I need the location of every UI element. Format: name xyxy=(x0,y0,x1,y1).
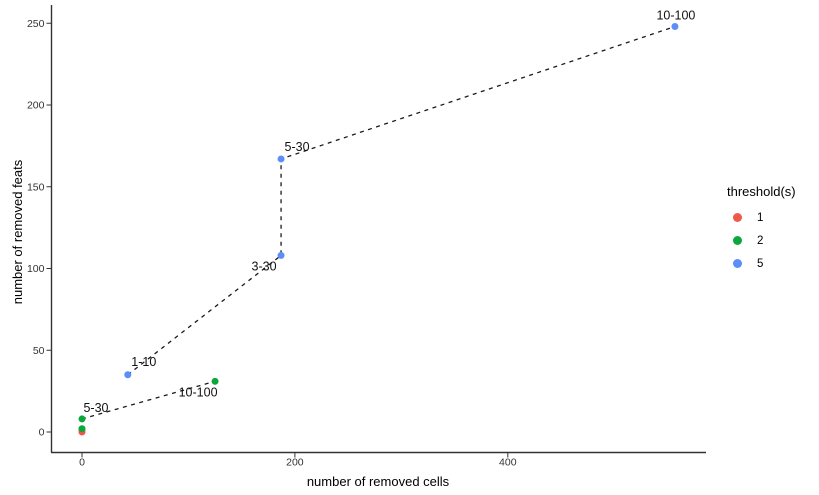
legend-title: threshold(s) xyxy=(727,184,796,199)
series-line-threshold-2 xyxy=(81,380,216,420)
x-tick-label: 200 xyxy=(286,457,304,469)
data-point-threshold-2 xyxy=(78,425,86,433)
y-axis-title: number of removed feats xyxy=(10,159,25,304)
point-label: 5-30 xyxy=(83,401,108,415)
legend: threshold(s) 1 2 5 xyxy=(720,184,796,275)
legend-item-threshold-1: 1 xyxy=(720,206,796,229)
y-tick-label: 50 xyxy=(33,345,45,357)
legend-item-threshold-5: 5 xyxy=(720,252,796,275)
legend-item-threshold-2: 2 xyxy=(720,229,796,252)
legend-swatch-icon xyxy=(733,236,742,245)
x-tick-label: 400 xyxy=(499,457,517,469)
legend-swatch-icon xyxy=(733,259,742,268)
data-point-threshold-5 xyxy=(124,371,132,379)
legend-label: 1 xyxy=(757,211,764,224)
series-line-threshold-5 xyxy=(127,25,676,376)
y-tick-label: 150 xyxy=(27,181,45,193)
legend-label: 2 xyxy=(757,234,764,247)
x-axis-title: number of removed cells xyxy=(307,474,450,489)
y-tick-label: 100 xyxy=(27,263,45,275)
point-label: 10-100 xyxy=(656,9,695,23)
point-label: 3-30 xyxy=(252,259,277,273)
point-label: 10-100 xyxy=(179,385,218,399)
legend-swatch-icon xyxy=(733,213,742,222)
data-point-threshold-2 xyxy=(78,415,86,423)
data-point-threshold-2 xyxy=(211,377,219,385)
data-point-threshold-5 xyxy=(671,23,679,31)
y-tick-label: 200 xyxy=(27,100,45,112)
point-label: 1-10 xyxy=(131,355,156,369)
point-label: 5-30 xyxy=(285,140,310,154)
data-point-threshold-5 xyxy=(277,155,285,163)
x-tick-label: 0 xyxy=(79,457,85,469)
legend-label: 5 xyxy=(757,257,764,270)
data-point-threshold-5 xyxy=(277,251,285,259)
y-tick-label: 250 xyxy=(27,18,45,30)
y-tick-label: 0 xyxy=(39,427,45,439)
